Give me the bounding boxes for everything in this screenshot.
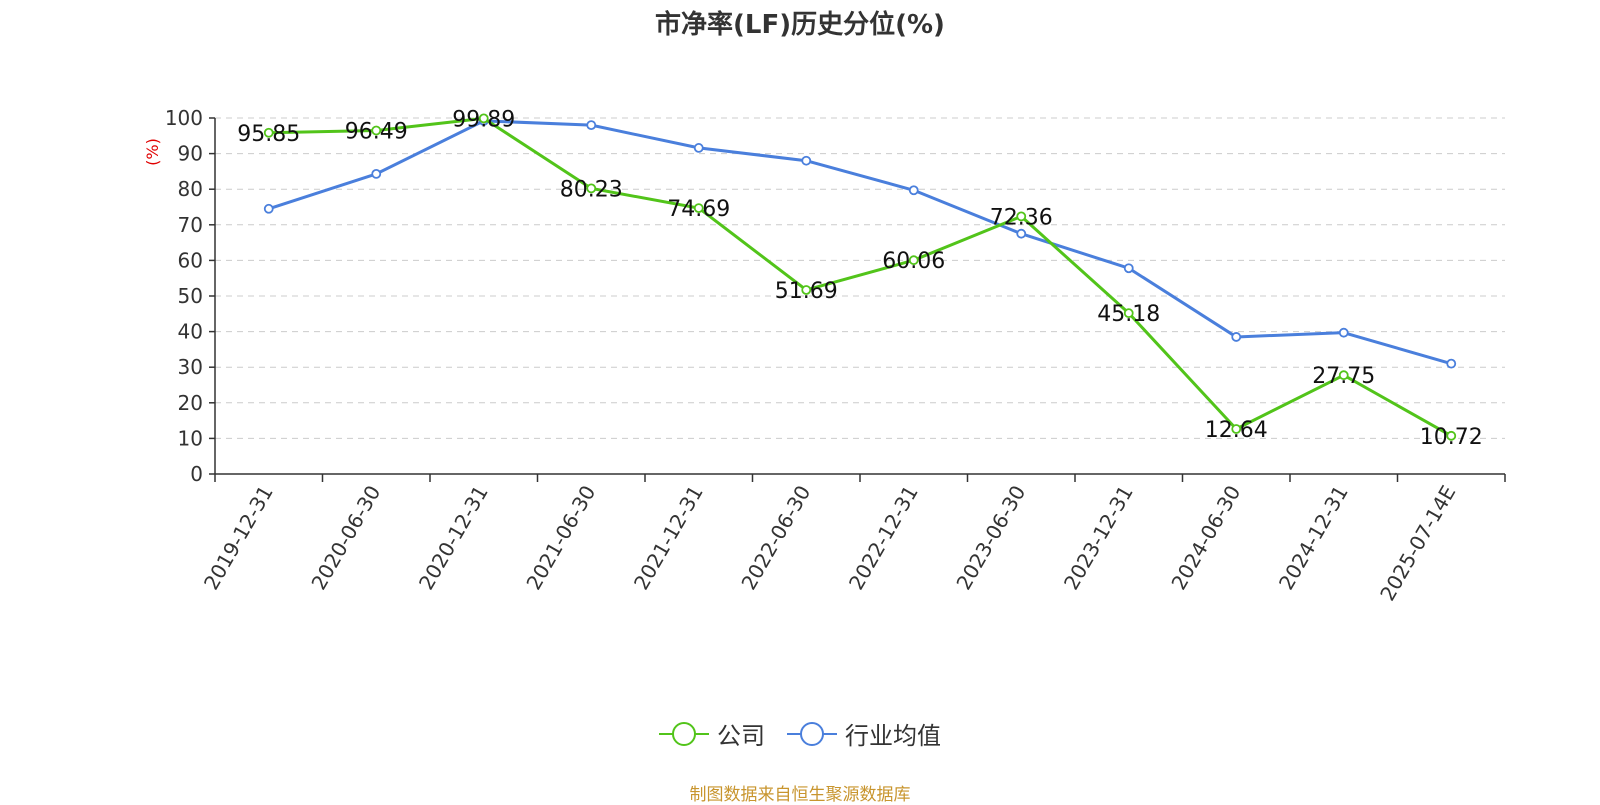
- series-point-1: [695, 144, 703, 152]
- y-tick-label: 10: [178, 426, 203, 450]
- x-tick-label: 2024-06-30: [1166, 481, 1245, 594]
- data-label: 12.64: [1205, 418, 1268, 443]
- legend-marker-industry: [787, 721, 837, 747]
- series-point-1: [910, 186, 918, 194]
- x-tick-label: 2023-06-30: [951, 481, 1030, 594]
- series-point-1: [802, 157, 810, 165]
- y-tick-label: 50: [178, 284, 203, 308]
- legend-marker-company: [659, 721, 709, 747]
- x-tick-label: 2020-12-31: [414, 481, 493, 594]
- legend-label-company: 公司: [717, 716, 765, 751]
- series-layer: [265, 114, 1456, 439]
- series-point-1: [1340, 329, 1348, 337]
- data-label: 95.85: [237, 122, 300, 147]
- data-label: 51.69: [775, 279, 838, 304]
- series-point-1: [1447, 360, 1455, 368]
- x-tick-label: 2023-12-31: [1059, 481, 1138, 594]
- series-point-1: [372, 170, 380, 178]
- x-tick-label: 2022-06-30: [736, 481, 815, 594]
- x-tick-label: 2021-06-30: [521, 481, 600, 594]
- legend-item-company[interactable]: 公司: [659, 716, 765, 751]
- legend-label-industry: 行业均值: [845, 716, 941, 751]
- y-tick-label: 70: [178, 213, 203, 237]
- axis-layer: 0 10 20 30 40 50 60 70 80 90 100 2019-12-31 2020-06-…: [143, 106, 1505, 605]
- x-tick-label: 2025-07-14E: [1375, 481, 1460, 605]
- data-label: 80.23: [560, 177, 623, 202]
- data-label: 74.69: [667, 197, 730, 222]
- y-tick-label: 80: [178, 177, 203, 201]
- data-label: 10.72: [1420, 425, 1483, 450]
- x-tick-label: 2021-12-31: [629, 481, 708, 594]
- series-line-0: [269, 118, 1452, 435]
- x-tick-label: 2024-12-31: [1274, 481, 1353, 594]
- series-point-1: [1017, 230, 1025, 238]
- y-tick-label: 60: [178, 248, 203, 272]
- y-axis-unit: (%): [143, 138, 162, 166]
- y-tick-label: 100: [165, 106, 203, 130]
- y-tick-label: 40: [178, 320, 203, 344]
- data-label: 96.49: [345, 119, 408, 144]
- y-tick-label: 20: [178, 391, 203, 415]
- x-tick-label: 2022-12-31: [844, 481, 923, 594]
- legend: 公司 行业均值: [0, 716, 1600, 751]
- y-tick-label: 0: [190, 462, 203, 486]
- legend-item-industry[interactable]: 行业均值: [787, 716, 941, 751]
- series-point-1: [1232, 333, 1240, 341]
- data-label: 99.89: [452, 107, 515, 132]
- series-line-1: [269, 121, 1452, 364]
- y-tick-label: 90: [178, 142, 203, 166]
- data-label: 27.75: [1312, 364, 1375, 389]
- data-label: 60.06: [882, 249, 945, 274]
- y-tick-label: 30: [178, 355, 203, 379]
- source-text: 制图数据来自恒生聚源数据库: [0, 780, 1600, 805]
- x-tick-label: 2019-12-31: [199, 481, 278, 594]
- x-tick-label: 2020-06-30: [306, 481, 385, 594]
- series-point-1: [1125, 264, 1133, 272]
- series-point-1: [265, 205, 273, 213]
- data-label: 45.18: [1097, 302, 1160, 327]
- series-point-1: [587, 121, 595, 129]
- data-label: 72.36: [990, 205, 1053, 230]
